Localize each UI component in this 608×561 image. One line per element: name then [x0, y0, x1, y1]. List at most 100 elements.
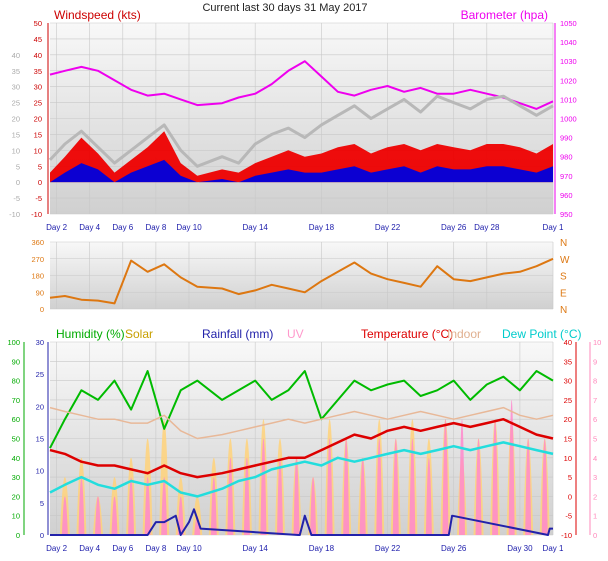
uv-peak — [359, 457, 366, 535]
series-indoor — [49, 406, 554, 440]
uv-peak — [61, 496, 68, 535]
legend-uv: UV — [287, 327, 304, 341]
windspeed-tick: 5 — [38, 162, 42, 171]
uv-peak — [94, 496, 101, 535]
x-tick-label: Day 14 — [243, 223, 269, 232]
barometer-tick: 970 — [560, 172, 573, 181]
temperature-tick: 25 — [564, 396, 572, 405]
temperature-tick: 10 — [564, 454, 572, 463]
windspeed-tick: 15 — [34, 130, 42, 139]
climate-axes: 1009080706050403020100302520151050403530… — [7, 338, 601, 540]
legend-humidity: Humidity (%) — [56, 327, 125, 341]
barometer-tick: 990 — [560, 134, 573, 143]
barometer-tick: 1000 — [560, 115, 577, 124]
x-tick-label: Day 6 — [112, 223, 133, 232]
x-tick-label: Day 2 — [46, 223, 67, 232]
uv-peak — [475, 438, 482, 535]
series-barometer-hpa — [49, 60, 554, 110]
rainfall-tick: 0 — [40, 531, 44, 540]
uv-peak — [78, 477, 85, 535]
x-tick-label: Day 4 — [79, 544, 100, 553]
gust-tick: 15 — [12, 130, 20, 139]
x-tick-label: Day 28 — [474, 223, 500, 232]
windspeed-tick: 20 — [34, 115, 42, 124]
rainfall-tick: 20 — [36, 402, 44, 411]
uv-peak — [293, 457, 300, 535]
uv-peak — [508, 399, 515, 535]
x-tick-label: Day 18 — [309, 544, 335, 553]
windspeed-tick: -5 — [35, 194, 42, 203]
humidity-tick: 50 — [12, 435, 20, 444]
windspeed-tick: 45 — [34, 35, 42, 44]
gust-tick: -10 — [9, 210, 20, 219]
legend-windspeed: Windspeed (kts) — [54, 8, 141, 22]
temperature-tick: -10 — [561, 531, 572, 540]
uv-tick: 2 — [593, 492, 597, 501]
legend-barometer: Barometer (hpa) — [461, 8, 548, 22]
uv-peak — [541, 438, 548, 535]
barometer-tick: 1020 — [560, 76, 577, 85]
series-temperature-c — [49, 417, 554, 479]
barometer-tick: 980 — [560, 153, 573, 162]
humidity-tick: 100 — [7, 338, 20, 347]
barometer-tick: 1030 — [560, 57, 577, 66]
compass-label: W — [560, 255, 570, 266]
climate-x-ticks: Day 2 Day 4 Day 6 Day 8 Day 10 Day 14 Day 18 Da… — [46, 544, 564, 553]
x-tick-label: Day 1 — [543, 223, 564, 232]
uv-peak — [276, 457, 283, 535]
humidity-tick: 70 — [12, 396, 20, 405]
legend-rainfall: Rainfall (mm) — [202, 327, 273, 341]
barometer-tick: 960 — [560, 191, 573, 200]
series-wind-avg — [50, 159, 553, 183]
windspeed-tick: 30 — [34, 83, 42, 92]
uv-peak — [376, 438, 383, 535]
x-tick-label: Day 22 — [375, 223, 401, 232]
gust-tick: 40 — [12, 51, 20, 60]
gust-tick: 10 — [12, 146, 20, 155]
uv-peak — [243, 457, 250, 535]
humidity-tick: 20 — [12, 492, 20, 501]
compass-label: N — [560, 238, 567, 249]
compass-label: S — [560, 272, 567, 283]
legend-indoor: Indoor — [447, 327, 481, 341]
x-tick-label: Day 8 — [145, 544, 166, 553]
rainfall-tick: 25 — [36, 370, 44, 379]
temperature-tick: 40 — [564, 338, 572, 347]
temperature-tick: 30 — [564, 377, 572, 386]
page-title: Current last 30 days 31 May 2017 — [202, 2, 367, 14]
humidity-tick: 90 — [12, 357, 20, 366]
uv-peak — [425, 457, 432, 535]
windspeed-tick: 50 — [34, 19, 42, 28]
legend-row: Humidity (%) Solar Rainfall (mm) UV Temp… — [56, 327, 581, 341]
uv-tick: 1 — [593, 512, 597, 521]
uv-peak — [525, 438, 532, 535]
direction-degree-tick: 360 — [31, 238, 44, 247]
temperature-tick: 20 — [564, 415, 572, 424]
uv-tick: 8 — [593, 377, 597, 386]
temperature-tick: 0 — [568, 492, 572, 501]
x-tick-label: Day 1 — [543, 544, 564, 553]
windspeed-tick: 25 — [34, 99, 42, 108]
direction-series — [49, 257, 554, 305]
uv-tick: 5 — [593, 435, 597, 444]
legend-dewpoint: Dew Point (°C) — [502, 327, 581, 341]
uv-peak — [128, 477, 135, 535]
direction-gridlines — [50, 241, 554, 310]
uv-tick: 3 — [593, 473, 597, 482]
series-rainfall-mm — [50, 508, 553, 536]
uv-tick: 10 — [593, 338, 601, 347]
x-tick-label: Day 22 — [375, 544, 401, 553]
windspeed-tick: 40 — [34, 51, 42, 60]
temperature-tick: 35 — [564, 357, 572, 366]
x-tick-label: Day 2 — [46, 544, 67, 553]
barometer-tick: 1010 — [560, 95, 577, 104]
barometer-tick: 1050 — [560, 19, 577, 28]
barometer-tick: 950 — [560, 210, 573, 219]
windspeed-tick: -10 — [31, 210, 42, 219]
uv-peak — [343, 438, 350, 535]
uv-tick: 7 — [593, 396, 597, 405]
wind-series — [48, 60, 554, 183]
rainfall-tick: 30 — [36, 338, 44, 347]
